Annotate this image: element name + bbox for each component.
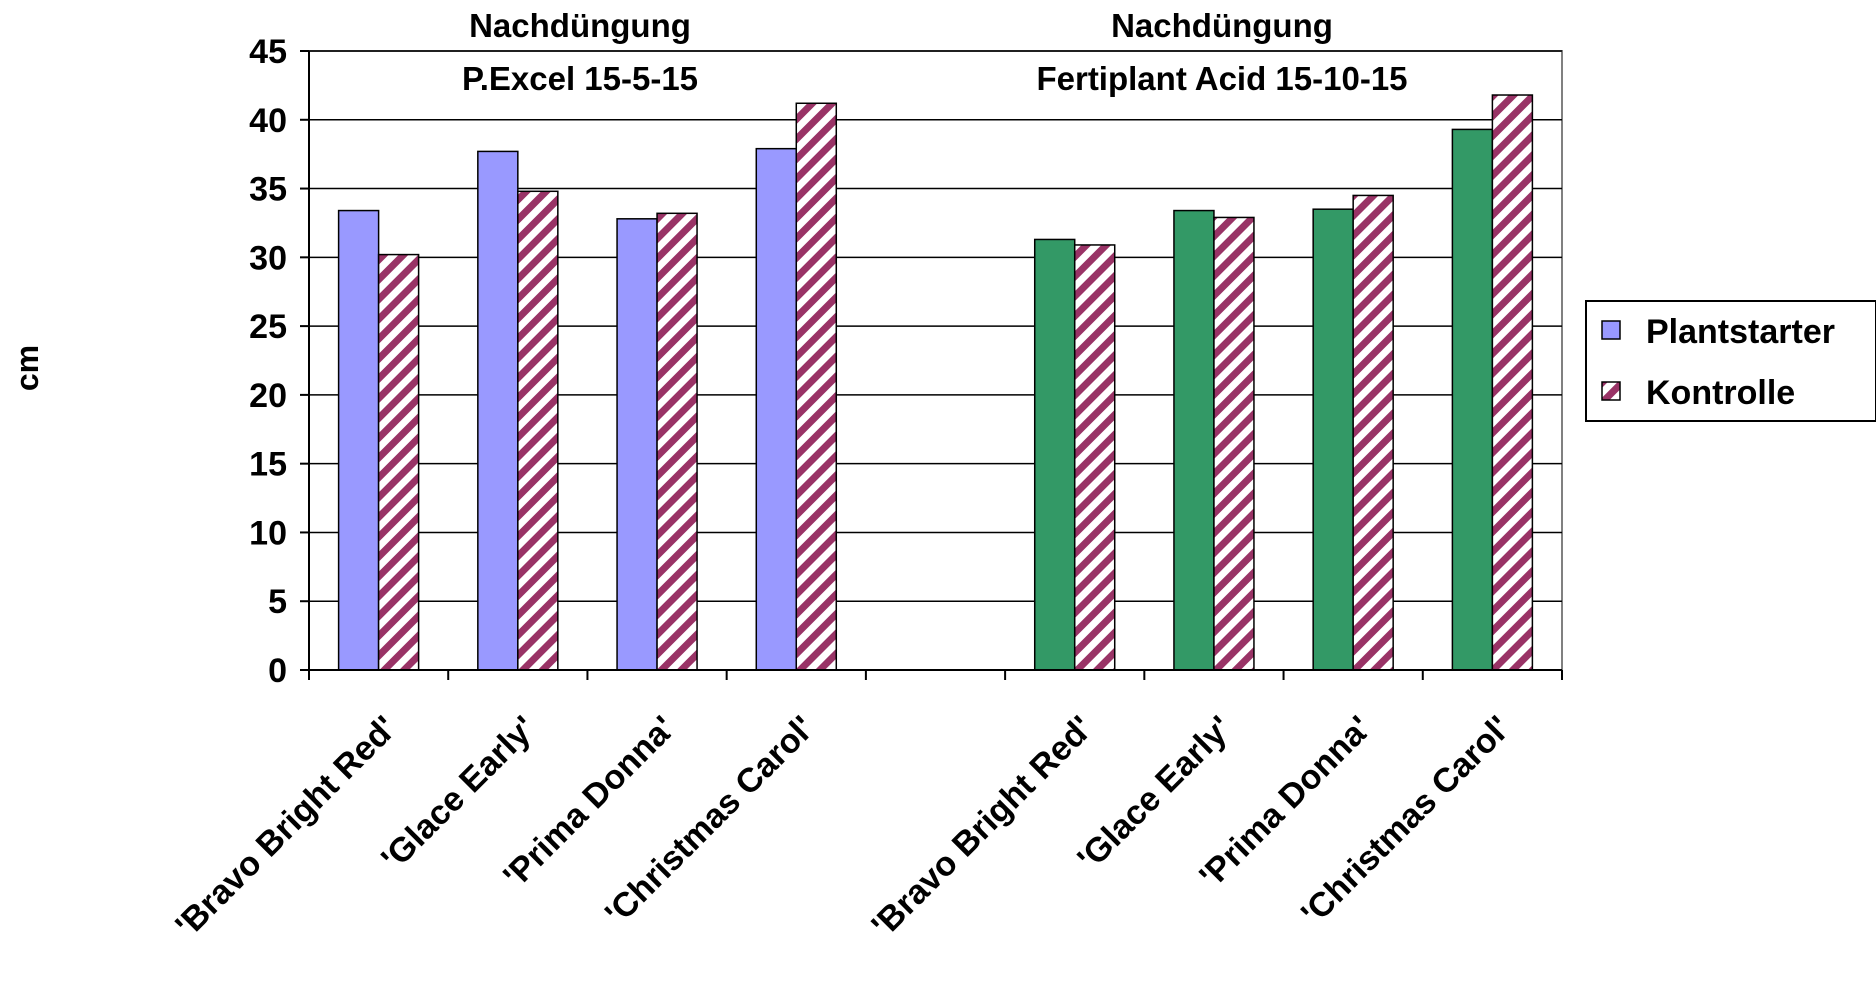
- x-tick-label: 'Bravo Bright Red': [168, 709, 404, 945]
- y-tick-label: 0: [268, 652, 287, 690]
- y-tick-label: 10: [249, 514, 287, 552]
- bar-plantstarter: [337, 209, 380, 671]
- bar-kontrolle: [1352, 194, 1394, 671]
- x-tick-label: 'Bravo Bright Red': [864, 709, 1100, 945]
- y-axis-label: cm: [9, 345, 45, 391]
- group2-title-line1: Nachdüngung: [1111, 7, 1333, 44]
- bar-kontrolle: [795, 102, 838, 671]
- bars: [337, 94, 1534, 671]
- y-tick-label: 5: [268, 583, 287, 621]
- y-tick-label: 35: [249, 171, 287, 209]
- bar-plantstarter: [755, 147, 798, 671]
- bar-kontrolle: [377, 253, 420, 671]
- bar-plantstarter: [1451, 128, 1494, 671]
- bar-plantstarter: [1033, 238, 1076, 671]
- bar-plantstarter: [1173, 209, 1215, 671]
- bar-plantstarter: [616, 218, 658, 671]
- y-tick-label: 40: [249, 102, 287, 140]
- legend-swatch-plantstarter: [1601, 320, 1621, 340]
- bar-plantstarter: [1312, 208, 1354, 671]
- legend-box: [1585, 300, 1876, 422]
- legend-swatch-kontrolle: [1601, 381, 1621, 401]
- y-tick-label: 45: [249, 33, 287, 71]
- legend: Plantstarter Kontrolle: [1585, 300, 1876, 422]
- bar-kontrolle: [656, 212, 698, 671]
- y-tick-label: 15: [249, 446, 287, 484]
- y-tick-label: 25: [249, 308, 287, 346]
- group2-title-line2: Fertiplant Acid 15-10-15: [1036, 60, 1407, 97]
- bar-kontrolle: [1213, 216, 1255, 671]
- bar-kontrolle: [1073, 244, 1116, 671]
- legend-label-plantstarter: Plantstarter: [1646, 313, 1835, 351]
- bar-plantstarter: [477, 150, 519, 671]
- bar-kontrolle: [517, 190, 559, 671]
- legend-label-kontrolle: Kontrolle: [1646, 374, 1795, 412]
- y-tick-label: 20: [249, 377, 287, 415]
- group1-title-line1: Nachdüngung: [469, 7, 691, 44]
- bar-kontrolle: [1491, 94, 1534, 671]
- group1-title-line2: P.Excel 15-5-15: [462, 60, 698, 97]
- y-tick-label: 30: [249, 239, 287, 277]
